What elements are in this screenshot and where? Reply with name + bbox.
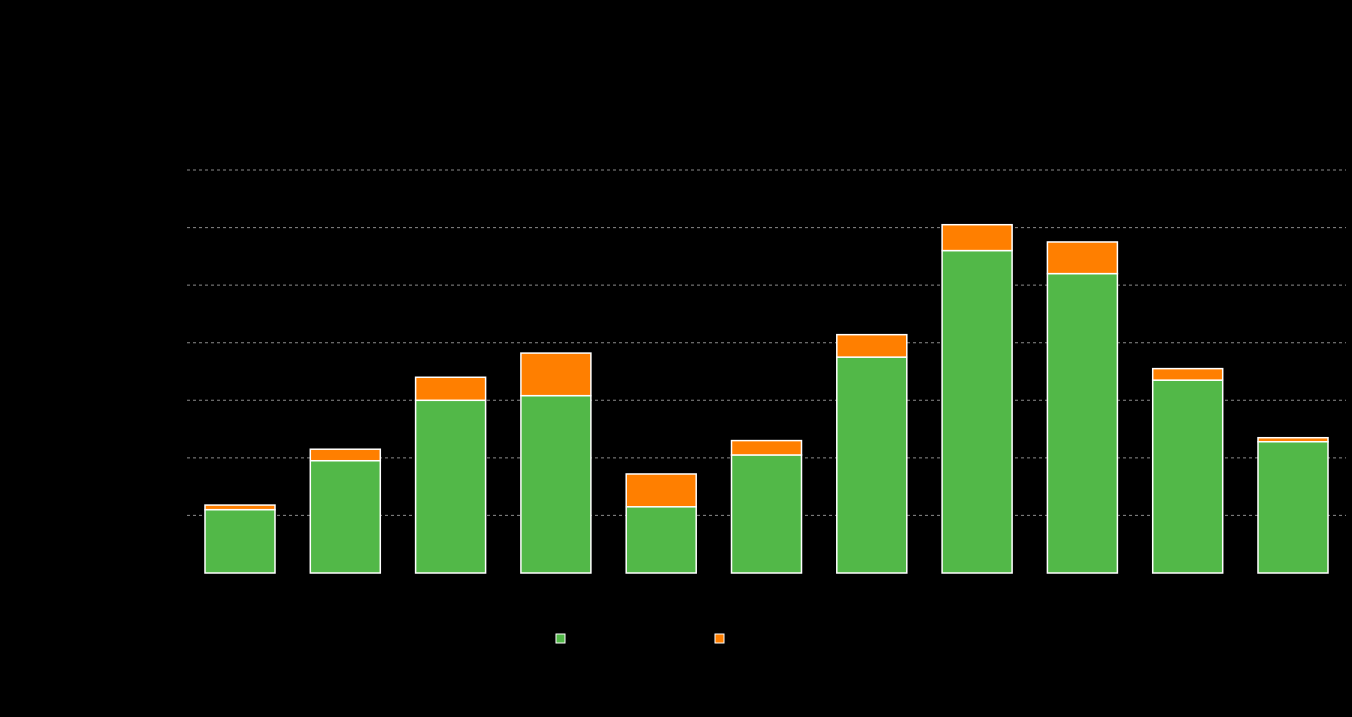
bar-segment-series-2: [204, 504, 276, 511]
legend-swatch: [555, 633, 566, 644]
bar-segment-series-2: [1046, 241, 1119, 275]
y-tick-label: 4: [172, 335, 179, 350]
bars: [204, 223, 1329, 574]
bar-segment-series-1: [1046, 272, 1119, 574]
y-tick-label: 7: [172, 162, 179, 177]
y-tick-label: 5: [172, 277, 179, 292]
y-tick-label: 2: [172, 450, 179, 465]
bar-segment-series-1: [836, 356, 908, 574]
bar-segment-series-2: [414, 376, 487, 402]
bar-segment-series-1: [1257, 440, 1329, 574]
bar-segment-series-2: [730, 439, 803, 456]
legend: [555, 633, 725, 644]
bar-segment-series-1: [309, 459, 382, 574]
bar-segment-series-1: [204, 508, 276, 574]
bar-segment-series-2: [520, 352, 592, 397]
y-tick-label: 3: [172, 392, 179, 407]
bar-segment-series-1: [414, 399, 487, 574]
bar-segment-series-2: [309, 448, 382, 462]
y-tick-labels: 1 2 3 4 5 6 7: [172, 162, 179, 522]
bar-segment-series-1: [1151, 379, 1224, 574]
legend-swatch: [714, 633, 725, 644]
bar-segment-series-1: [520, 394, 592, 574]
bar-segment-series-1: [941, 249, 1013, 574]
y-tick-label: 6: [172, 220, 179, 235]
bar-segment-series-1: [730, 454, 803, 574]
bar-segment-series-2: [1257, 436, 1329, 443]
bar-segment-series-2: [941, 223, 1013, 252]
bar-segment-series-2: [836, 333, 908, 358]
bar-segment-series-1: [625, 506, 697, 574]
bar-segment-series-2: [1151, 367, 1224, 381]
y-tick-label: 1: [172, 507, 179, 522]
bar-segment-series-2: [625, 473, 697, 508]
